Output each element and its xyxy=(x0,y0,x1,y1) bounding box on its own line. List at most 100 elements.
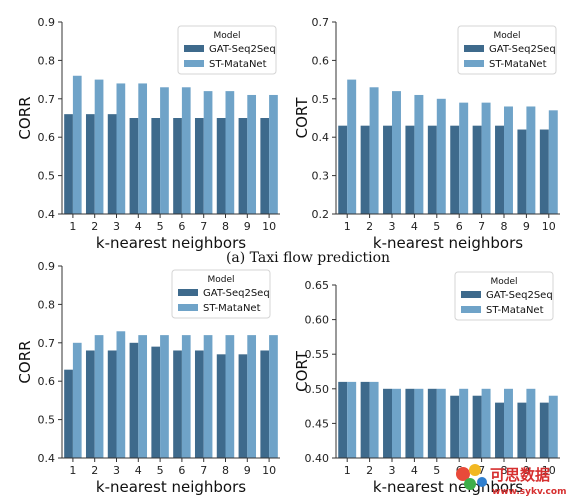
bar-gat-seq2seq xyxy=(129,342,139,458)
bar-gat-seq2seq xyxy=(260,350,270,458)
bar-gat-seq2seq xyxy=(129,118,139,214)
y-tick-label: 0.2 xyxy=(312,208,330,221)
x-tick-label: 8 xyxy=(501,464,508,477)
bar-gat-seq2seq xyxy=(383,388,392,458)
legend: Model GAT-Seq2Seq ST-MataNet xyxy=(177,25,277,75)
bar-st-matanet xyxy=(392,91,401,214)
y-tick-label: 0.9 xyxy=(38,16,56,29)
x-tick-label: 10 xyxy=(542,220,556,233)
x-axis-label: k-nearest neighbors xyxy=(373,234,523,252)
x-tick-label: 5 xyxy=(433,464,440,477)
chart-taxi-corr: 0.4 0.5 0.6 0.7 0.8 0.9 1 2 3 4 5 6 7 8 9 10 k-nearest n… xyxy=(16,16,280,252)
x-tick-label: 1 xyxy=(69,220,76,233)
bar-st-matanet xyxy=(225,91,235,214)
bar-gat-seq2seq xyxy=(539,129,549,214)
bar-st-matanet xyxy=(436,98,446,214)
bar-gat-seq2seq xyxy=(238,118,248,214)
watermark-logo-dot-yellow xyxy=(469,464,481,476)
bar-gat-seq2seq xyxy=(472,125,482,214)
bar-gat-seq2seq xyxy=(173,118,182,214)
y-axis-label: CORR xyxy=(16,96,34,139)
bar-st-matanet xyxy=(436,388,446,458)
bar-st-matanet xyxy=(548,110,558,214)
x-tick-label: 4 xyxy=(411,464,418,477)
bar-st-matanet xyxy=(72,342,82,458)
x-tick-label: 8 xyxy=(222,464,229,477)
bar-gat-seq2seq xyxy=(472,395,482,458)
legend-swatch xyxy=(184,60,204,67)
x-tick-label: 9 xyxy=(244,220,251,233)
bar-gat-seq2seq xyxy=(360,381,370,458)
bar-st-matanet xyxy=(548,395,558,458)
x-tick-label: 9 xyxy=(244,464,251,477)
figure-caption: (a) Taxi flow prediction xyxy=(226,250,390,266)
x-tick-label: 8 xyxy=(501,220,508,233)
bar-gat-seq2seq xyxy=(338,381,348,458)
bar-gat-seq2seq xyxy=(64,369,73,458)
x-tick-label: 6 xyxy=(178,220,185,233)
bar-gat-seq2seq xyxy=(238,354,248,458)
bar-st-matanet xyxy=(203,91,213,214)
x-tick-label: 8 xyxy=(222,220,229,233)
x-tick-label: 3 xyxy=(113,464,120,477)
chart-bottom-corr: 0.4 0.5 0.6 0.7 0.8 0.9 1 2 3 4 5 6 7 8 9 10 k-nearest n… xyxy=(16,260,280,496)
y-tick-label: 0.5 xyxy=(38,170,56,183)
bar-gat-seq2seq xyxy=(495,402,504,458)
bar-st-matanet xyxy=(116,331,126,458)
x-tick-label: 7 xyxy=(200,464,207,477)
x-tick-label: 4 xyxy=(135,464,142,477)
bar-st-matanet xyxy=(116,83,126,214)
watermark-logo-dot-red xyxy=(456,467,470,481)
x-tick-label: 6 xyxy=(178,464,185,477)
bar-st-matanet xyxy=(225,335,235,458)
bar-st-matanet xyxy=(504,388,513,458)
y-tick-label: 0.4 xyxy=(38,208,56,221)
bar-st-matanet xyxy=(526,106,536,214)
bar-gat-seq2seq xyxy=(427,125,437,214)
watermark-url: www.sykv.com xyxy=(492,487,566,497)
bar-st-matanet xyxy=(481,388,491,458)
bar-st-matanet xyxy=(414,94,424,214)
y-tick-label: 0.5 xyxy=(38,414,56,427)
legend-swatch xyxy=(461,291,481,298)
bar-st-matanet xyxy=(269,94,278,214)
bar-st-matanet xyxy=(203,335,213,458)
bar-st-matanet xyxy=(481,102,491,214)
x-axis-label: k-nearest neighbors xyxy=(96,234,246,252)
x-tick-label: 1 xyxy=(344,464,351,477)
x-tick-label: 7 xyxy=(478,220,485,233)
legend: Model GAT-Seq2Seq ST-MataNet xyxy=(454,271,554,321)
legend-swatch xyxy=(184,45,204,52)
bar-st-matanet xyxy=(247,94,257,214)
bar-gat-seq2seq xyxy=(85,114,95,214)
y-tick-label: 0.7 xyxy=(312,16,330,29)
bar-st-matanet xyxy=(160,87,169,214)
bar-st-matanet xyxy=(347,381,357,458)
bar-st-matanet xyxy=(392,388,401,458)
y-tick-label: 0.8 xyxy=(38,298,56,311)
bar-st-matanet xyxy=(181,87,191,214)
watermark-text: 可思数据 xyxy=(490,466,550,484)
watermark-logo-dot-green xyxy=(464,478,476,490)
legend-entry: ST-MataNet xyxy=(209,59,267,70)
y-tick-label: 0.6 xyxy=(38,131,56,144)
y-axis-label: CORR xyxy=(16,340,34,383)
y-tick-label: 0.6 xyxy=(38,375,56,388)
bar-gat-seq2seq xyxy=(495,125,504,214)
y-tick-label: 0.5 xyxy=(312,93,330,106)
bar-st-matanet xyxy=(138,335,148,458)
bar-gat-seq2seq xyxy=(173,350,182,458)
x-tick-label: 2 xyxy=(91,464,98,477)
bar-st-matanet xyxy=(138,83,148,214)
legend: Model GAT-Seq2Seq ST-MataNet xyxy=(457,25,557,75)
bar-gat-seq2seq xyxy=(539,402,549,458)
bar-gat-seq2seq xyxy=(85,350,95,458)
bar-st-matanet xyxy=(504,106,513,214)
y-tick-label: 0.40 xyxy=(305,452,330,465)
bar-gat-seq2seq xyxy=(64,114,73,214)
bar-gat-seq2seq xyxy=(216,118,226,214)
x-tick-label: 2 xyxy=(366,464,373,477)
legend-entry: GAT-Seq2Seq xyxy=(486,290,553,301)
x-tick-label: 1 xyxy=(344,220,351,233)
